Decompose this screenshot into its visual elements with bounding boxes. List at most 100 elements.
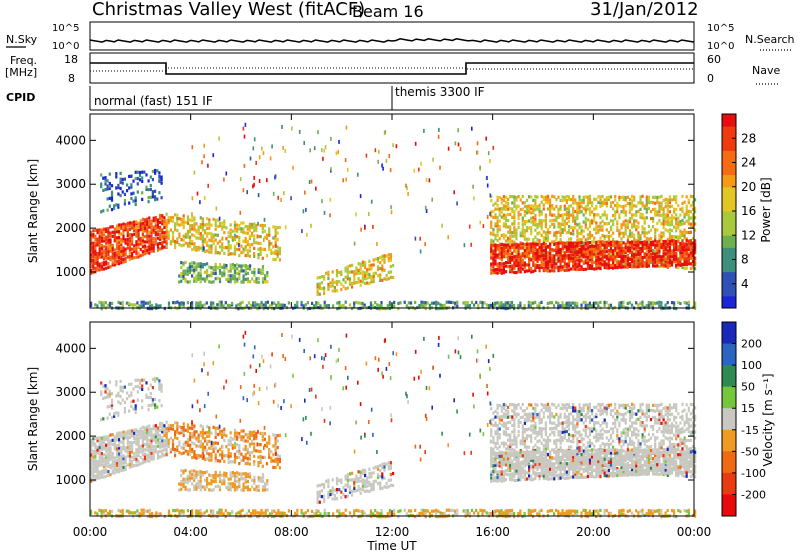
velocity-cell — [197, 479, 200, 483]
power-cell — [513, 225, 516, 229]
power-cell — [98, 262, 101, 266]
power-cell — [184, 260, 187, 265]
power-cell — [414, 307, 417, 311]
power-cell — [647, 240, 650, 244]
power-cell — [271, 301, 274, 305]
velocity-cell — [191, 450, 194, 454]
velocity-cell — [176, 427, 179, 431]
power-cell — [456, 201, 458, 206]
velocity-cell — [133, 440, 136, 444]
power-cell — [542, 245, 545, 249]
power-cell — [609, 195, 613, 199]
power-cell — [582, 195, 585, 199]
power-cell — [390, 205, 392, 210]
velocity-cell — [102, 471, 106, 475]
velocity-cell — [133, 428, 136, 432]
power-cell — [677, 204, 680, 208]
power-cell — [346, 265, 349, 269]
power-cell — [511, 255, 514, 260]
power-cell — [549, 242, 552, 246]
power-cell — [628, 264, 632, 268]
power-cell — [645, 210, 648, 214]
power-cell — [327, 304, 330, 308]
power-cell — [557, 259, 560, 263]
power-cell — [679, 213, 682, 217]
velocity-cell — [189, 452, 192, 456]
power-cell — [576, 211, 579, 215]
power-cell — [189, 224, 192, 228]
power-cell — [591, 210, 594, 214]
power-cell — [117, 192, 120, 196]
power-cell — [485, 175, 488, 180]
power-cell — [689, 266, 692, 270]
power-cell — [544, 260, 547, 264]
velocity-cell — [189, 443, 192, 447]
power-cell — [406, 186, 408, 191]
power-cell — [635, 248, 638, 252]
power-cell — [154, 224, 157, 228]
power-cell — [158, 171, 161, 175]
power-cell — [607, 303, 610, 307]
power-cell — [691, 241, 695, 245]
power-cell — [496, 224, 499, 228]
velocity-cell — [274, 459, 277, 463]
power-cell — [555, 241, 558, 246]
velocity-cell — [123, 410, 126, 414]
velocity-cell — [143, 457, 147, 461]
power-cell — [426, 301, 429, 305]
velocity-cell — [107, 455, 110, 459]
velocity-cell — [122, 442, 125, 446]
power-cell — [645, 256, 648, 260]
power-cell — [580, 267, 583, 271]
velocity-cell — [276, 453, 279, 457]
power-cell — [567, 210, 571, 214]
power-cell — [111, 301, 114, 305]
power-cell — [186, 242, 190, 246]
power-cell — [628, 250, 632, 255]
power-cell — [496, 215, 499, 220]
power-cell — [449, 300, 453, 304]
velocity-cell — [255, 431, 258, 435]
power-cell — [259, 223, 262, 227]
power-cell — [403, 300, 406, 304]
power-cell — [212, 268, 215, 272]
power-cell — [574, 222, 577, 226]
power-cell — [523, 231, 526, 235]
power-cell — [534, 228, 537, 232]
power-cell — [238, 224, 241, 228]
power-cell — [641, 213, 644, 217]
power-cell — [538, 249, 541, 253]
power-cell — [570, 254, 573, 258]
power-cell — [90, 256, 93, 260]
power-cell — [599, 243, 602, 247]
velocity-cell — [117, 411, 120, 415]
power-cell — [538, 269, 541, 273]
power-cell — [614, 194, 617, 199]
velocity-cell — [135, 451, 138, 455]
power-cell — [681, 245, 684, 249]
power-cell — [203, 279, 207, 283]
power-cell — [366, 276, 369, 280]
power-cell — [102, 233, 106, 237]
power-cell — [385, 254, 388, 258]
power-cell — [107, 262, 110, 266]
power-cell — [113, 263, 116, 267]
power-cell — [635, 259, 638, 263]
power-cell — [238, 274, 241, 278]
power-cell — [221, 236, 224, 241]
power-cell — [454, 301, 457, 305]
power-cell — [240, 227, 243, 231]
power-cell — [313, 146, 316, 151]
power-cell — [204, 249, 207, 254]
velocity-cell — [115, 455, 119, 459]
power-cell — [603, 240, 606, 245]
power-cell — [124, 226, 127, 230]
power-cell — [513, 198, 516, 202]
power-cell — [180, 279, 183, 283]
power-cell — [641, 246, 644, 250]
power-cell — [323, 275, 326, 279]
velocity-cell — [257, 461, 260, 465]
power-cell — [647, 301, 650, 305]
power-cell — [128, 239, 131, 243]
power-cell — [582, 213, 585, 217]
